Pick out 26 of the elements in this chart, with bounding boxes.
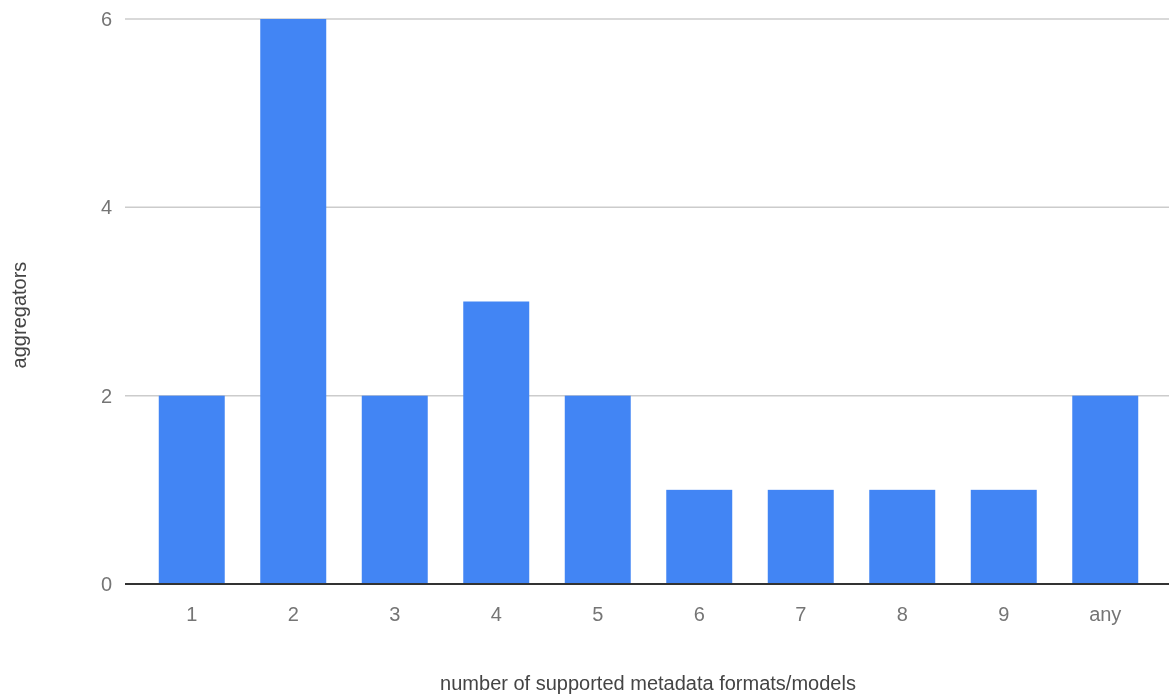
bar: [869, 489, 936, 584]
x-tick-label: 2: [287, 603, 299, 625]
x-axis-title: number of supported metadata formats/models: [440, 672, 856, 694]
y-tick-label: 2: [100, 384, 112, 407]
bar: [260, 19, 327, 584]
y-tick-label: 4: [100, 196, 112, 219]
x-tick-label: 5: [592, 603, 604, 625]
x-tick-label: 4: [490, 603, 502, 625]
y-tick-label: 0: [100, 573, 112, 595]
bar: [767, 489, 834, 584]
bar: [158, 395, 225, 584]
bar: [463, 301, 530, 584]
x-tick-label: 3: [389, 603, 401, 625]
x-tick-label: 8: [896, 603, 908, 625]
y-axis-title: aggregators: [8, 261, 30, 369]
bar: [361, 395, 428, 584]
x-tick-label: 1: [186, 603, 198, 625]
bar: [564, 395, 631, 584]
x-tick-label: 9: [998, 603, 1010, 625]
x-tick-label: 6: [693, 603, 705, 625]
bar: [666, 489, 733, 584]
x-tick-label: any: [1089, 603, 1122, 625]
bar: [970, 489, 1037, 584]
x-tick-label: 7: [795, 603, 807, 625]
y-tick-label: 6: [100, 8, 112, 30]
bar: [1072, 395, 1139, 584]
